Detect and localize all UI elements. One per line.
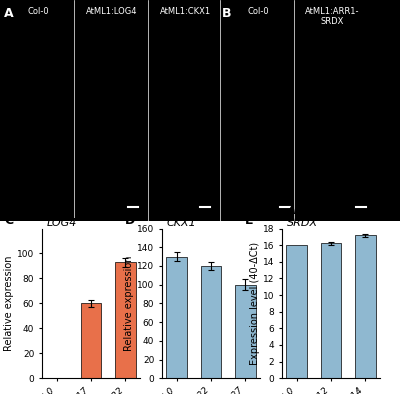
Text: AtML1:ARR1-
SRDX: AtML1:ARR1- SRDX: [305, 7, 359, 26]
Bar: [286, 245, 307, 378]
Text: AtML1:CKX1: AtML1:CKX1: [160, 7, 212, 16]
Text: Col-0: Col-0: [27, 7, 49, 16]
Text: A: A: [4, 7, 14, 20]
Bar: [81, 303, 101, 378]
Text: B: B: [222, 7, 232, 20]
Text: LOG4: LOG4: [47, 218, 77, 228]
Bar: [321, 243, 341, 378]
Text: C: C: [5, 214, 14, 227]
Y-axis label: Expression level (40-ΔCt): Expression level (40-ΔCt): [250, 242, 260, 365]
Text: ARR1-
SRDX: ARR1- SRDX: [287, 206, 321, 228]
Bar: [201, 266, 221, 378]
Bar: [115, 262, 136, 378]
Text: AtML1:LOG4: AtML1:LOG4: [86, 7, 138, 16]
Text: CKX1: CKX1: [167, 218, 197, 228]
Bar: [166, 256, 187, 378]
Y-axis label: Relative expression: Relative expression: [124, 256, 134, 351]
Bar: [235, 284, 256, 378]
Text: E: E: [245, 214, 253, 227]
Text: Col-0: Col-0: [247, 7, 269, 16]
Bar: [355, 235, 376, 378]
Y-axis label: Relative expression: Relative expression: [4, 256, 14, 351]
Text: D: D: [125, 214, 135, 227]
